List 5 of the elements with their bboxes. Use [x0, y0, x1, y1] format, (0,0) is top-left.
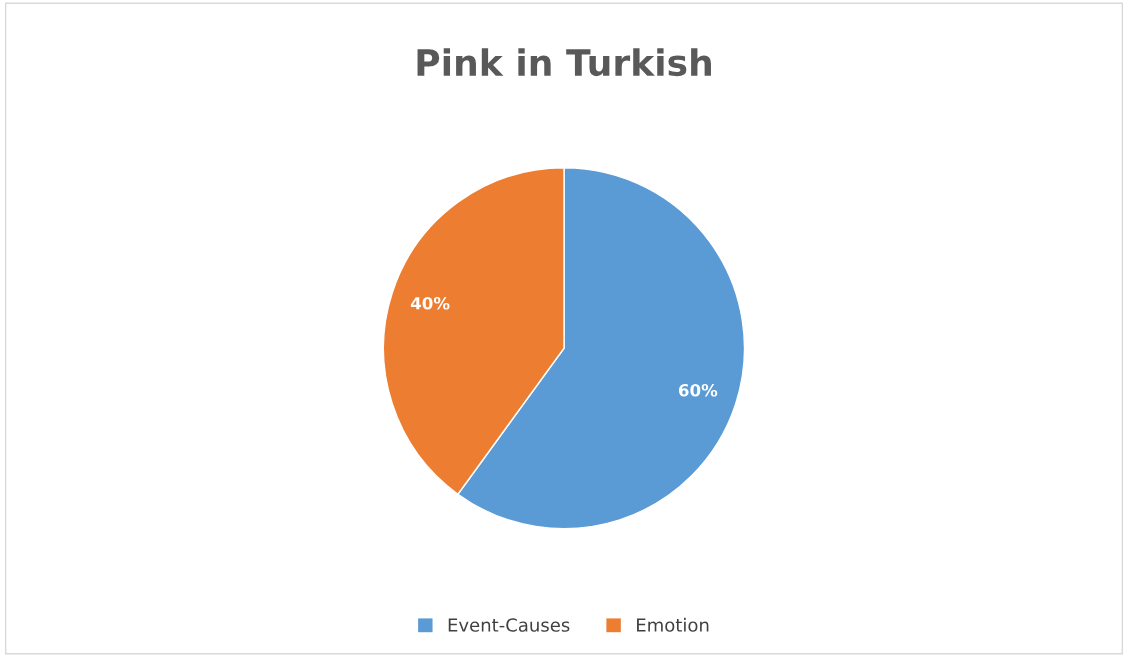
chart-title: Pink in Turkish [417, 48, 711, 77]
legend-label: Event-Causes [448, 618, 570, 632]
data-label: 60% [678, 383, 718, 397]
data-label: 40% [410, 296, 450, 310]
legend-label: Emotion [637, 617, 709, 632]
